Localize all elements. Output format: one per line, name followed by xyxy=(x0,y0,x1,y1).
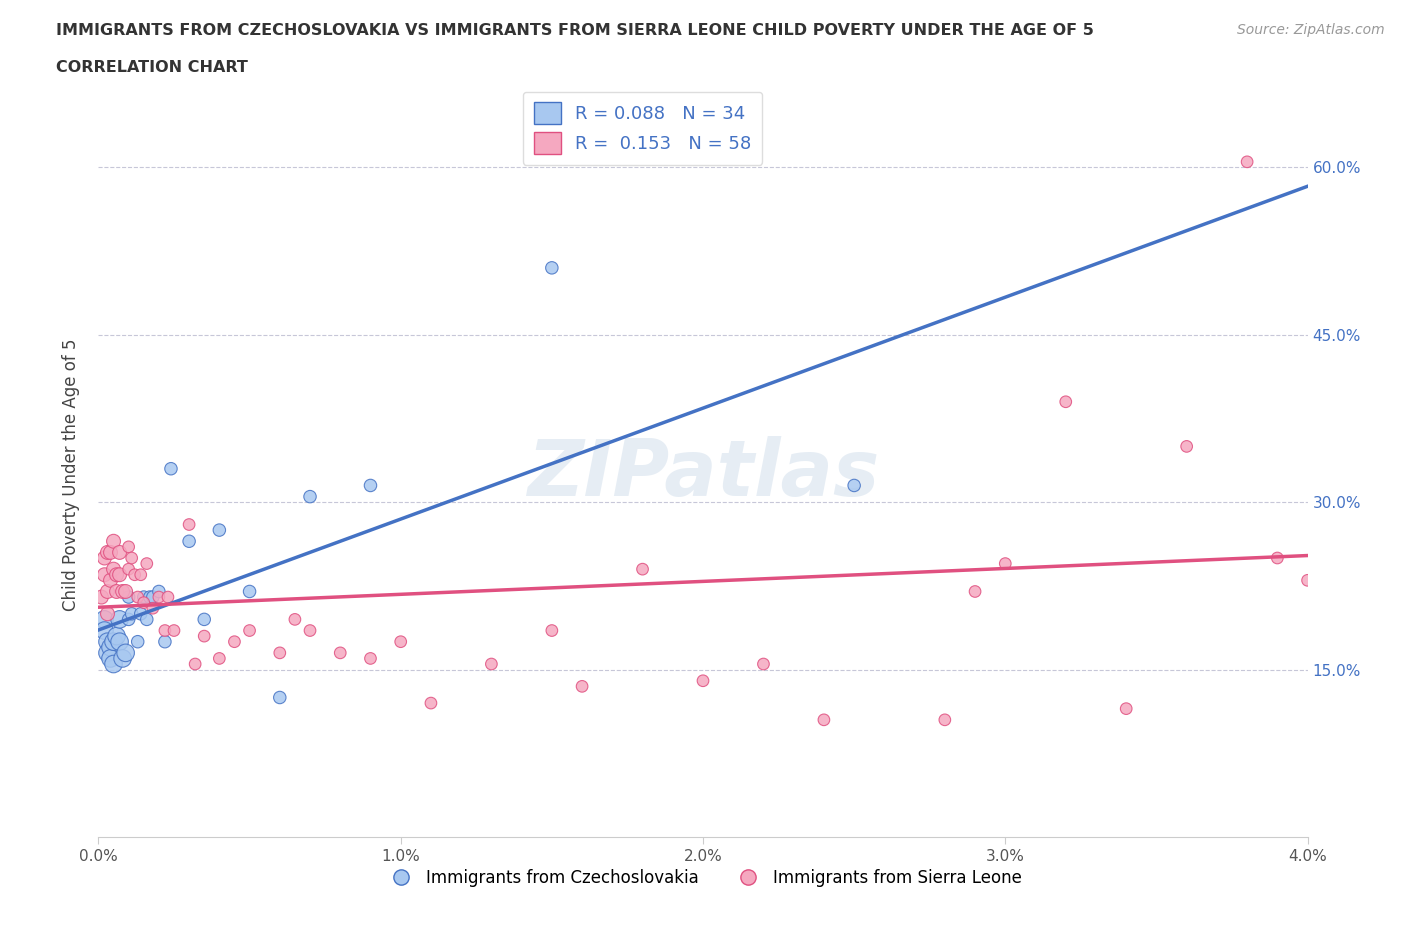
Text: ZIPatlas: ZIPatlas xyxy=(527,436,879,512)
Point xyxy=(994,556,1017,571)
Point xyxy=(135,556,157,571)
Point xyxy=(156,590,179,604)
Point xyxy=(142,590,165,604)
Point xyxy=(96,584,118,599)
Point xyxy=(93,551,115,565)
Point xyxy=(571,679,593,694)
Point xyxy=(93,623,115,638)
Point xyxy=(299,489,322,504)
Point xyxy=(93,567,115,582)
Point xyxy=(1296,573,1319,588)
Point xyxy=(153,623,176,638)
Legend: Immigrants from Czechoslovakia, Immigrants from Sierra Leone: Immigrants from Czechoslovakia, Immigran… xyxy=(377,863,1029,894)
Text: Source: ZipAtlas.com: Source: ZipAtlas.com xyxy=(1237,23,1385,37)
Point xyxy=(93,612,115,627)
Point xyxy=(1115,701,1137,716)
Y-axis label: Child Poverty Under the Age of 5: Child Poverty Under the Age of 5 xyxy=(62,338,80,611)
Point xyxy=(103,534,125,549)
Point xyxy=(108,545,131,560)
Point xyxy=(540,260,562,275)
Point xyxy=(108,567,131,582)
Point xyxy=(118,612,141,627)
Point xyxy=(329,645,352,660)
Point xyxy=(1054,394,1077,409)
Point xyxy=(132,595,155,610)
Point xyxy=(239,584,262,599)
Point xyxy=(481,657,503,671)
Point xyxy=(179,517,201,532)
Point xyxy=(1267,551,1289,565)
Point xyxy=(129,606,152,621)
Point xyxy=(118,590,141,604)
Point xyxy=(105,567,128,582)
Point xyxy=(153,634,176,649)
Point xyxy=(135,612,157,627)
Point xyxy=(813,712,835,727)
Point xyxy=(540,623,562,638)
Point xyxy=(284,612,307,627)
Point xyxy=(299,623,322,638)
Point xyxy=(142,601,165,616)
Point xyxy=(132,590,155,604)
Point xyxy=(105,584,128,599)
Point xyxy=(269,645,291,660)
Point xyxy=(148,590,170,604)
Point xyxy=(103,562,125,577)
Point xyxy=(114,584,136,599)
Point xyxy=(100,651,122,666)
Point xyxy=(96,645,118,660)
Point xyxy=(105,629,128,644)
Point xyxy=(269,690,291,705)
Point xyxy=(631,562,654,577)
Point xyxy=(111,651,134,666)
Point xyxy=(121,551,143,565)
Point xyxy=(129,567,152,582)
Point xyxy=(752,657,775,671)
Text: CORRELATION CHART: CORRELATION CHART xyxy=(56,60,247,75)
Text: IMMIGRANTS FROM CZECHOSLOVAKIA VS IMMIGRANTS FROM SIERRA LEONE CHILD POVERTY UND: IMMIGRANTS FROM CZECHOSLOVAKIA VS IMMIGR… xyxy=(56,23,1094,38)
Point xyxy=(111,584,134,599)
Point xyxy=(96,606,118,621)
Point xyxy=(1236,154,1258,169)
Point xyxy=(96,545,118,560)
Point xyxy=(360,651,382,666)
Point xyxy=(127,590,149,604)
Point xyxy=(239,623,262,638)
Point xyxy=(139,590,162,604)
Point xyxy=(208,651,231,666)
Point xyxy=(100,640,122,655)
Point xyxy=(121,606,143,621)
Point xyxy=(163,623,186,638)
Point xyxy=(114,645,136,660)
Point xyxy=(420,696,443,711)
Point xyxy=(100,573,122,588)
Point xyxy=(124,567,146,582)
Point xyxy=(1175,439,1198,454)
Point xyxy=(934,712,956,727)
Point xyxy=(160,461,183,476)
Point xyxy=(193,612,215,627)
Point xyxy=(127,634,149,649)
Point xyxy=(108,612,131,627)
Point xyxy=(103,634,125,649)
Point xyxy=(208,523,231,538)
Point xyxy=(844,478,866,493)
Point xyxy=(360,478,382,493)
Point xyxy=(118,562,141,577)
Point xyxy=(193,629,215,644)
Point xyxy=(224,634,246,649)
Point xyxy=(148,584,170,599)
Point xyxy=(389,634,412,649)
Point xyxy=(90,590,112,604)
Point xyxy=(692,673,714,688)
Point xyxy=(103,657,125,671)
Point xyxy=(179,534,201,549)
Point xyxy=(118,539,141,554)
Point xyxy=(184,657,207,671)
Point xyxy=(96,634,118,649)
Point xyxy=(100,545,122,560)
Point xyxy=(108,634,131,649)
Point xyxy=(965,584,987,599)
